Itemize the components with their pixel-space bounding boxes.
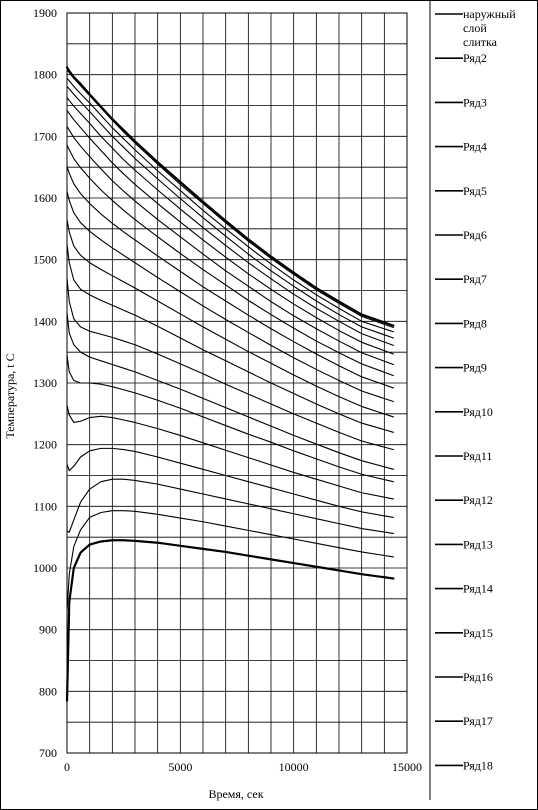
series-line — [66, 96, 394, 346]
legend-label: Ряд7 — [463, 272, 487, 286]
plot-area — [66, 12, 408, 754]
grid-layer — [66, 12, 408, 754]
legend-label: Ряд18 — [463, 758, 493, 772]
series-line — [66, 190, 394, 403]
series-line — [65, 66, 395, 327]
legend-label: Ряд15 — [463, 626, 493, 640]
legend-label: Ряд3 — [463, 95, 487, 109]
series-line — [66, 109, 394, 355]
x-axis-title: Время, сек — [208, 787, 263, 801]
series-line — [66, 354, 394, 483]
legend-label: Ряд2 — [463, 51, 487, 65]
series-line — [66, 219, 394, 418]
legend-label: Ряд9 — [463, 361, 487, 375]
y-tick-label: 700 — [39, 746, 57, 760]
y-axis-title: Температура, t С — [3, 353, 17, 438]
series-line — [66, 166, 394, 389]
y-tick-label: 1200 — [33, 438, 57, 452]
legend-label: Ряд5 — [463, 184, 487, 198]
y-tick-label: 1800 — [33, 68, 57, 82]
y-tick-label: 1600 — [33, 191, 57, 205]
x-tick-label: 10000 — [279, 760, 309, 774]
series-line — [66, 243, 394, 433]
legend-label: Ряд6 — [463, 228, 487, 242]
legend-label: Ряд14 — [463, 582, 493, 596]
legend-label: Ряд17 — [463, 714, 493, 728]
y-tick-label: 1700 — [33, 129, 57, 143]
legend: наружный слой слитка Ряд2 Ряд3 Ряд4 Ряд5 Ряд6 Ря… — [429, 0, 516, 800]
legend-label: Ряд12 — [463, 493, 493, 507]
legend-label: Ряд10 — [463, 405, 493, 419]
y-tick-label: 1500 — [33, 253, 57, 267]
series-line — [66, 404, 394, 500]
y-tick-label: 900 — [39, 623, 57, 637]
y-tick-label: 1900 — [33, 6, 57, 20]
series-line — [66, 77, 394, 333]
axis-layer: 700 800 900 1000 1100 1200 1300 1400 1500 1600 170… — [33, 6, 422, 774]
series-line — [65, 539, 395, 702]
series-line — [66, 69, 394, 329]
y-tick-label: 1000 — [33, 561, 57, 575]
legend-label: Ряд16 — [463, 670, 493, 684]
legend-label: наружный слой слитка — [463, 7, 516, 49]
y-tick-label: 1400 — [33, 314, 57, 328]
legend-label: Ряд4 — [463, 140, 487, 154]
series-line — [66, 312, 394, 470]
series-line — [66, 447, 394, 518]
series-line — [66, 277, 394, 451]
series-line — [66, 144, 394, 377]
y-tick-label: 1100 — [33, 499, 57, 513]
series-line — [66, 85, 394, 339]
x-tick-label: 5000 — [168, 760, 192, 774]
legend-label: Ряд11 — [463, 449, 492, 463]
legend-label: Ряд13 — [463, 537, 493, 551]
x-tick-label: 15000 — [392, 760, 422, 774]
series-line — [66, 510, 394, 612]
series-line — [66, 125, 394, 366]
y-tick-label: 1300 — [33, 376, 57, 390]
series-layer — [65, 66, 395, 702]
series-line — [66, 478, 394, 535]
x-tick-label: 0 — [64, 760, 70, 774]
y-tick-label: 800 — [39, 684, 57, 698]
legend-label: Ряд8 — [463, 316, 487, 330]
